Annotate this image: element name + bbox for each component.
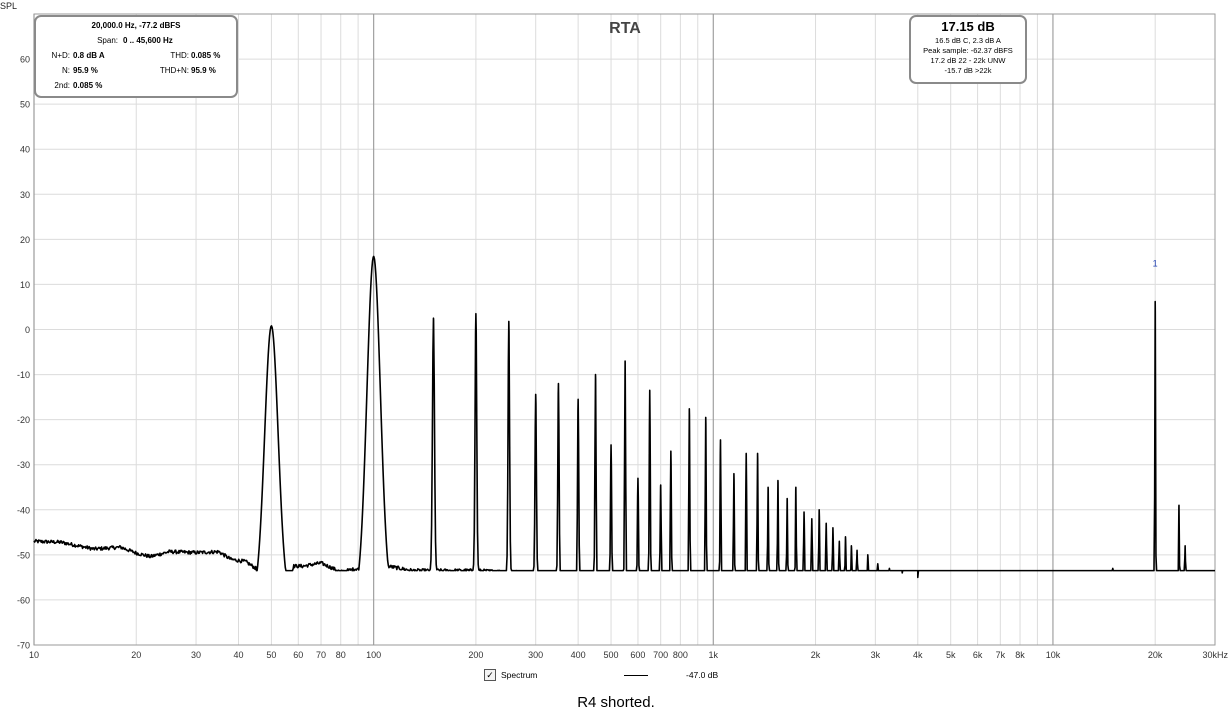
x-tick-label: 20k — [1148, 650, 1163, 660]
x-tick-label: 500 — [604, 650, 619, 660]
y-tick-label: 30 — [20, 190, 30, 200]
x-tick-label: 8k — [1015, 650, 1025, 660]
legend-series-label: Spectrum — [501, 670, 538, 680]
x-tick-label: 10 — [29, 650, 39, 660]
legend-series-level: -47.0 dB — [686, 670, 719, 680]
x-tick-label: 80 — [336, 650, 346, 660]
x-tick-label: 100 — [366, 650, 381, 660]
y-tick-label: -70 — [17, 641, 30, 651]
y-tick-label: 20 — [20, 235, 30, 245]
n-value: 95.9 % — [73, 66, 98, 75]
x-tick-label: 800 — [673, 650, 688, 660]
x-tick-label: 2k — [811, 650, 821, 660]
y-tick-label: 0 — [25, 325, 30, 335]
thd-value: 0.085 % — [191, 51, 221, 60]
x-tick-labels: 10 20 30 40 50 60 70 80 100 200 300 400 500 600 700 800… — [29, 650, 1229, 660]
unweighted-level: 17.2 dB 22 - 22k UNW — [930, 56, 1006, 65]
x-tick-label: 70 — [316, 650, 326, 660]
marker-annotation: 1 — [1153, 259, 1158, 269]
x-tick-label: 5k — [946, 650, 956, 660]
x-tick-label: 200 — [468, 650, 483, 660]
x-tick-label: 4k — [913, 650, 923, 660]
span-value: 0 .. 45,600 Hz — [123, 36, 173, 45]
n-label: N: — [62, 66, 70, 75]
above-22k-level: -15.7 dB >22k — [944, 66, 992, 75]
y-tick-label: -40 — [17, 505, 30, 515]
thdn-value: 95.9 % — [191, 66, 216, 75]
x-tick-label: 40 — [233, 650, 243, 660]
level-info-box[interactable]: 17.15 dB 16.5 dB C, 2.3 dB A Peak sample… — [909, 15, 1027, 84]
nd-label: N+D: — [51, 51, 70, 60]
measurement-info-box[interactable]: 20,000.0 Hz, -77.2 dBFS Span: 0 .. 45,60… — [34, 15, 238, 98]
weighted-levels: 16.5 dB C, 2.3 dB A — [935, 36, 1001, 45]
x-tick-label: 3k — [871, 650, 881, 660]
x-tick-label: 6k — [973, 650, 983, 660]
x-tick-label: 10k — [1046, 650, 1061, 660]
y-tick-label: 60 — [20, 55, 30, 65]
x-tick-label: 300 — [528, 650, 543, 660]
y-tick-label: 50 — [20, 100, 30, 110]
x-tick-label: 1k — [709, 650, 719, 660]
y-tick-label: -20 — [17, 415, 30, 425]
cursor-readout: 20,000.0 Hz, -77.2 dBFS — [91, 21, 181, 30]
series-layer — [33, 255, 1216, 579]
second-harmonic-value: 0.085 % — [73, 81, 103, 90]
x-tick-label: 600 — [630, 650, 645, 660]
peak-sample: Peak sample: -62.37 dBFS — [923, 46, 1013, 55]
x-tick-label: 20 — [131, 650, 141, 660]
second-harmonic-label: 2nd: — [54, 81, 70, 90]
span-label: Span: — [97, 36, 118, 45]
spectrum-checkbox[interactable]: ✓ — [484, 669, 496, 681]
y-tick-labels: 60 50 40 30 20 10 0 -10 -20 -30 -40 -50 -60 -70 — [17, 55, 30, 651]
x-tick-label: 7k — [996, 650, 1006, 660]
y-tick-label: 40 — [20, 145, 30, 155]
chart-title: RTA — [609, 20, 641, 37]
y-axis-label: SPL — [0, 1, 17, 11]
x-tick-label: 50 — [266, 650, 276, 660]
plot-frame — [33, 13, 1216, 646]
y-tick-label: -60 — [17, 595, 30, 605]
spectrum-series-line — [33, 255, 1216, 579]
annotation-layer: 1 — [1153, 259, 1158, 269]
y-tick-label: -10 — [17, 370, 30, 380]
x-tick-label: 700 — [653, 650, 668, 660]
x-tick-label: 30kHz — [1202, 650, 1228, 660]
nd-value: 0.8 dB A — [73, 51, 105, 60]
x-tick-label: 30 — [191, 650, 201, 660]
y-tick-label: 10 — [20, 280, 30, 290]
x-tick-label: 60 — [293, 650, 303, 660]
y-tick-label: -50 — [17, 550, 30, 560]
thdn-label: THD+N: — [159, 66, 189, 75]
x-tick-label: 400 — [571, 650, 586, 660]
thd-label: THD: — [170, 51, 189, 60]
legend-line-swatch — [624, 675, 648, 676]
spl-level-value: 17.15 dB — [941, 19, 995, 34]
figure-caption: R4 shorted. — [577, 694, 655, 711]
y-tick-label: -30 — [17, 460, 30, 470]
